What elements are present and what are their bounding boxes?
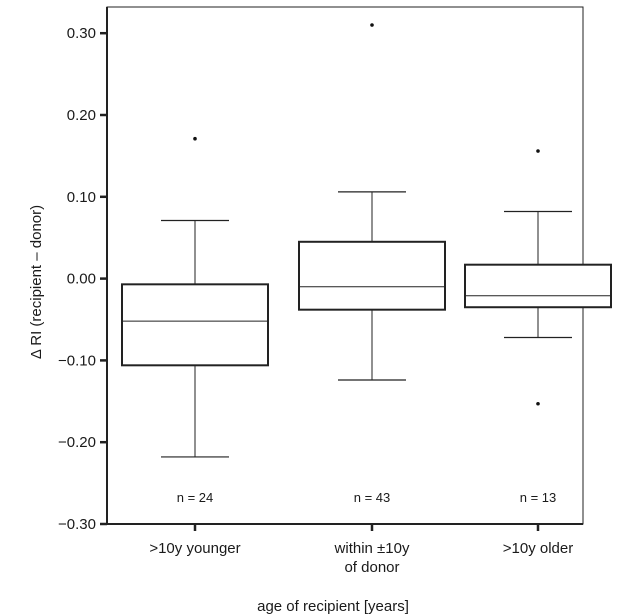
sample-size-label: n = 13 xyxy=(520,490,557,505)
outlier-point xyxy=(370,23,374,27)
iqr-box xyxy=(464,263,612,309)
x-axis-title: age of recipient [years] xyxy=(257,598,409,615)
y-tick-label: 0.20 xyxy=(67,107,96,124)
iqr-box xyxy=(121,283,269,367)
sample-size-label: n = 43 xyxy=(354,490,391,505)
y-tick-label: 0.10 xyxy=(67,189,96,206)
sample-size-label: n = 24 xyxy=(177,490,214,505)
outlier-point xyxy=(536,149,540,153)
box-group: n = 43 xyxy=(298,23,446,505)
x-tick-label: >10y younger xyxy=(149,540,240,557)
y-axis-title: Δ RI (recipient – donor) xyxy=(28,205,45,359)
y-tick-label: 0.30 xyxy=(67,25,96,42)
iqr-box xyxy=(298,240,446,311)
y-tick-label: −0.30 xyxy=(58,516,96,533)
outlier-point xyxy=(193,136,197,141)
x-tick-label: >10y older xyxy=(503,540,573,557)
x-tick-label: of donor xyxy=(344,559,399,576)
y-tick-label: −0.20 xyxy=(58,434,96,451)
boxes: n = 24 n = 43 n = 13 xyxy=(121,23,612,505)
y-tick-label: −0.10 xyxy=(58,352,96,369)
y-tick-label: 0.00 xyxy=(67,271,96,288)
x-tick-label: within ±10y xyxy=(334,540,410,557)
outlier-point xyxy=(536,401,540,406)
box-group: n = 13 xyxy=(464,149,612,505)
box-group: n = 24 xyxy=(121,136,269,505)
y-axis: −0.30 −0.20 −0.10 0.00 0.10 0.20 0.30 xyxy=(58,25,107,533)
x-axis: >10y younger within ±10y of donor >10y olde… xyxy=(149,524,573,576)
